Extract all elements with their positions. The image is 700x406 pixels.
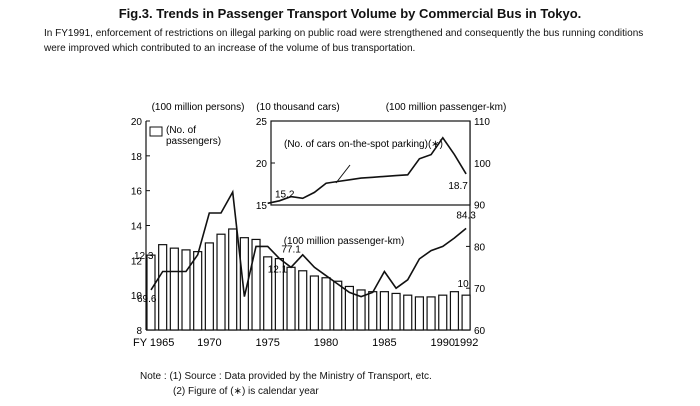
left-axis-tick-label: 10 [131, 291, 143, 302]
passengers-mid-label: 12.1 [268, 265, 288, 276]
passenger-bar [449, 291, 460, 331]
passenger-bar [298, 270, 308, 331]
passenger-bar [368, 291, 378, 331]
passenger-km-line [150, 189, 467, 298]
passenger-bar [204, 242, 214, 331]
left-axis-tick-label: 18 [131, 152, 143, 163]
right-axis-tick-label: 70 [474, 284, 486, 295]
passenger-bar [286, 266, 296, 331]
legend-label-line: (No. of [166, 125, 196, 136]
right-axis-tick-label: 60 [474, 326, 486, 337]
passengers-end-label: 10 [458, 279, 470, 290]
right-axis-title: (100 million passenger-km) [386, 102, 507, 113]
passenger-bar [356, 289, 366, 331]
figure-subtitle: In FY1991, enforcement of restrictions o… [44, 28, 644, 54]
passenger-bar [461, 294, 471, 331]
passenger-bar [239, 237, 249, 331]
right-axis-tick-label: 100 [474, 159, 491, 170]
x-axis-tick-label: 1992 [454, 337, 478, 349]
passenger-bar [169, 247, 179, 331]
passenger-bar [263, 256, 273, 331]
x-axis-tick-label: 1985 [372, 337, 396, 349]
right-axis-tick-label: 90 [474, 201, 486, 212]
passenger-bar [321, 277, 331, 331]
note-calendar-year: (2) Figure of (∗) is calendar year [173, 386, 319, 397]
passenger-km-mid-label: 77.1 [281, 245, 301, 256]
legend-label-line: passengers) [166, 136, 221, 147]
passenger-bar [379, 291, 389, 331]
inset-axis-tick-label: 15 [256, 201, 268, 212]
left-axis-tick-label: 12 [131, 256, 143, 267]
right-axis-tick-label: 110 [474, 117, 490, 128]
passenger-km-start-label: 69.6 [137, 294, 157, 305]
inset-frame [270, 120, 471, 206]
left-axis-title: (100 million persons) [152, 102, 245, 113]
passenger-km-end-label: 84.3 [456, 210, 476, 221]
legend-swatch [149, 126, 163, 137]
inset-leader-line [335, 164, 351, 184]
passenger-bar [251, 238, 261, 331]
passenger-bar [403, 294, 413, 331]
passenger-km-series: 12.3 69.6 77.1 12.1 84.3 10 [134, 189, 476, 305]
left-axis-tick-label: 14 [131, 222, 143, 233]
x-axis-tick-label: 1990 [431, 337, 455, 349]
left-axis-tick-label: 20 [131, 117, 143, 128]
passengers-start-label: 12.3 [134, 251, 154, 262]
x-axis-tick-label: FY 1965 [133, 337, 174, 349]
passenger-bar [193, 251, 203, 331]
passenger-bar [228, 228, 238, 331]
passenger-bar [391, 292, 401, 331]
passenger-bar [438, 294, 448, 331]
right-axis-tick-label: 80 [474, 242, 486, 253]
inset-chart: 15 20 25 (No. of cars on-the-spot parking)(… [256, 117, 471, 212]
figure-notes: Note : (1) Source : Data provided by the… [140, 369, 432, 399]
inset-axis-tick-label: 20 [256, 159, 268, 170]
passenger-bar [216, 233, 226, 331]
inset-start-label: 15.2 [275, 189, 295, 200]
passenger-bar [414, 296, 425, 331]
inset-axis-title: (10 thousand cars) [256, 102, 339, 113]
passenger-bar [426, 296, 436, 331]
figure-title: Fig.3. Trends in Passenger Transport Vol… [118, 6, 582, 21]
inset-series-label: (No. of cars on-the-spot parking)(∗) [284, 139, 443, 150]
passenger-bar [344, 285, 354, 331]
legend: (No. of passengers) [149, 125, 221, 147]
passenger-bar [146, 254, 156, 331]
x-axis-tick-label: 1975 [255, 337, 279, 349]
note-source: Note : (1) Source : Data provided by the… [140, 371, 432, 382]
passenger-bar [333, 280, 343, 331]
inset-axis-tick-label: 25 [256, 117, 268, 128]
inset-parking-line [267, 136, 467, 205]
left-axis-tick-label: 16 [131, 187, 143, 198]
left-axis-tick-label: 8 [136, 326, 142, 337]
x-axis-tick-label: 1980 [314, 337, 338, 349]
passenger-km-series-label: (100 million passenger-km) [284, 236, 405, 247]
x-axis-tick-label: 1970 [197, 337, 221, 349]
legend-label: (No. of passengers) [166, 125, 221, 147]
passenger-bar [309, 275, 319, 331]
passenger-bar [181, 249, 191, 331]
inset-end-label: 18.7 [448, 181, 468, 192]
passenger-bar [158, 244, 168, 331]
